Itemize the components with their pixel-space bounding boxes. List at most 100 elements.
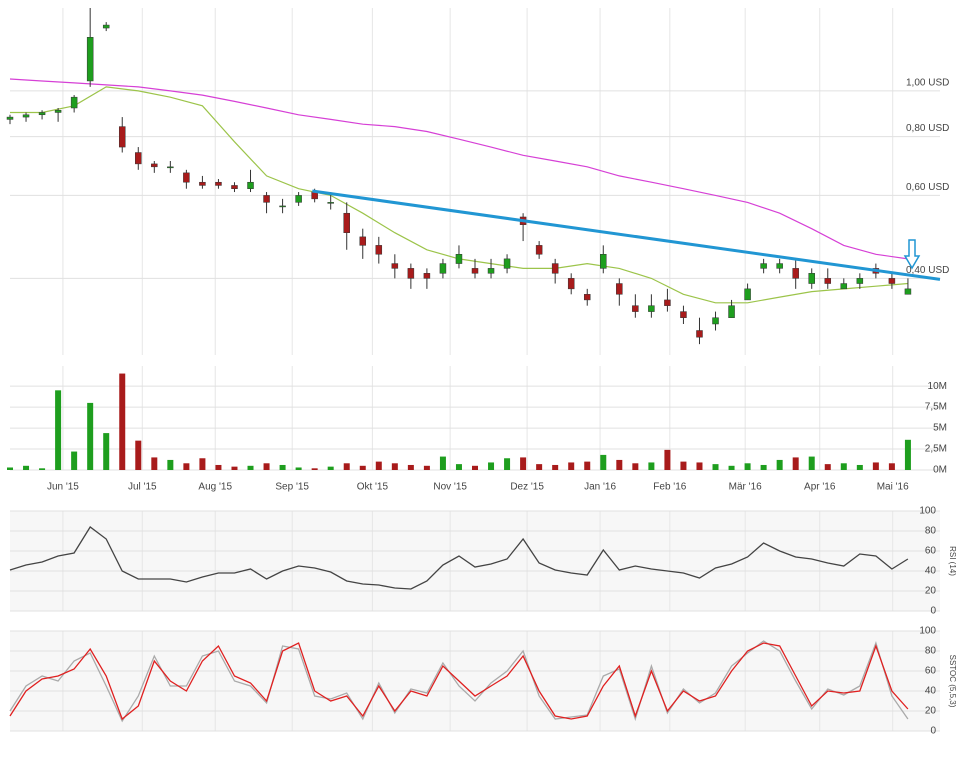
x-tick-label: Mai '16 — [877, 482, 909, 493]
y-tick-label: 100 — [919, 626, 936, 637]
trend-line — [312, 189, 941, 281]
candle-body — [583, 294, 591, 301]
volume-bar — [488, 462, 495, 470]
volume-bar — [504, 458, 511, 470]
y-tick-label: 0 — [930, 726, 936, 737]
volume-bar — [472, 465, 478, 470]
candle-body — [439, 263, 447, 274]
x-tick-label: Aug '15 — [198, 482, 232, 493]
annotation-arrow — [903, 239, 921, 270]
volume-bar — [119, 373, 126, 470]
candle-body — [632, 305, 639, 312]
volume-bar — [359, 465, 366, 470]
y-axis-label: RSI (14) — [948, 546, 957, 576]
volume-bar — [135, 440, 142, 470]
candle-body — [38, 112, 46, 116]
candle-body — [696, 330, 703, 338]
y-tick-label: 0,40 USD — [906, 265, 949, 276]
candle-body — [792, 268, 799, 279]
volume-bar — [776, 459, 783, 470]
volume-bar — [247, 465, 254, 470]
volume-bar — [407, 464, 414, 470]
volume-bar — [712, 464, 719, 470]
volume-bar — [616, 459, 623, 470]
volume-bar — [744, 463, 751, 470]
candle-body — [407, 268, 415, 279]
x-tick-label: Jul '15 — [128, 482, 157, 493]
candle-body — [535, 245, 543, 255]
volume-bar — [856, 464, 863, 470]
candle-body — [375, 245, 383, 255]
stoch-panel-bg — [10, 631, 940, 731]
volume-bar — [375, 461, 382, 470]
y-tick-label: 100 — [919, 506, 936, 517]
candle-body — [247, 181, 254, 189]
volume-bar — [423, 465, 430, 470]
volume-bar — [167, 459, 174, 470]
candle-body — [840, 283, 848, 290]
y-tick-label: 7,5M — [925, 402, 947, 413]
candle-body — [648, 305, 655, 312]
y-tick-label: 40 — [925, 686, 937, 697]
candle-body — [455, 254, 463, 264]
y-tick-label: 60 — [925, 546, 937, 557]
y-tick-label: 0 — [930, 606, 936, 617]
volume-bar — [439, 456, 446, 470]
candle-body — [600, 254, 607, 269]
x-tick-label: Jun '15 — [47, 482, 79, 493]
x-tick-label: Feb '16 — [653, 482, 686, 493]
volume-bar — [792, 457, 799, 470]
x-tick-label: Dez '15 — [510, 482, 544, 493]
candle-body — [215, 181, 222, 186]
moving-average — [10, 86, 908, 304]
indicator-line — [9, 526, 909, 590]
volume-bar — [648, 462, 655, 470]
candle-body — [824, 278, 832, 284]
candle-body — [680, 311, 687, 318]
candle-body — [744, 288, 751, 301]
volume-bar — [888, 463, 895, 470]
y-tick-label: 2,5M — [925, 444, 947, 455]
candle-body — [327, 202, 334, 204]
y-tick-label: 0,80 USD — [906, 123, 949, 134]
y-tick-label: 20 — [925, 586, 937, 597]
candle-body — [199, 181, 206, 186]
candle-body — [616, 283, 623, 295]
candle-body — [728, 305, 735, 318]
volume-bar — [23, 465, 30, 470]
volume-bar — [55, 390, 62, 470]
x-tick-label: Okt '15 — [357, 482, 389, 493]
volume-bar — [7, 467, 13, 470]
volume-bar — [584, 461, 591, 470]
candle-body — [664, 299, 671, 306]
candle-body — [263, 195, 270, 203]
candle-body — [856, 278, 864, 284]
candle-body — [118, 126, 126, 148]
candle-body — [551, 263, 559, 274]
candle-body — [760, 263, 767, 269]
y-tick-label: 1,00 USD — [906, 78, 949, 89]
candle-body — [135, 152, 142, 165]
y-tick-label: 40 — [925, 566, 937, 577]
candle-body — [391, 263, 399, 269]
y-tick-label: 80 — [925, 646, 937, 657]
volume-bar — [455, 464, 462, 470]
volume-bar — [824, 464, 831, 470]
volume-bar — [600, 454, 607, 470]
x-tick-label: Nov '15 — [433, 482, 467, 493]
volume-bar — [183, 463, 190, 470]
x-tick-label: Sep '15 — [275, 482, 309, 493]
rsi-panel-bg — [10, 511, 940, 611]
y-axis-label: SSTOC (5,5,3) — [948, 655, 957, 708]
panel-backgrounds — [10, 511, 940, 731]
volume-bar — [568, 462, 575, 470]
y-tick-label: 20 — [925, 706, 937, 717]
volume-bar — [279, 464, 286, 470]
volume-bar — [87, 402, 94, 470]
volume-bar — [904, 439, 911, 470]
volume-bar — [552, 464, 559, 470]
moving-average — [9, 78, 908, 260]
candle-body — [151, 163, 158, 168]
volume-bar — [728, 465, 735, 470]
candle-body — [295, 195, 302, 203]
